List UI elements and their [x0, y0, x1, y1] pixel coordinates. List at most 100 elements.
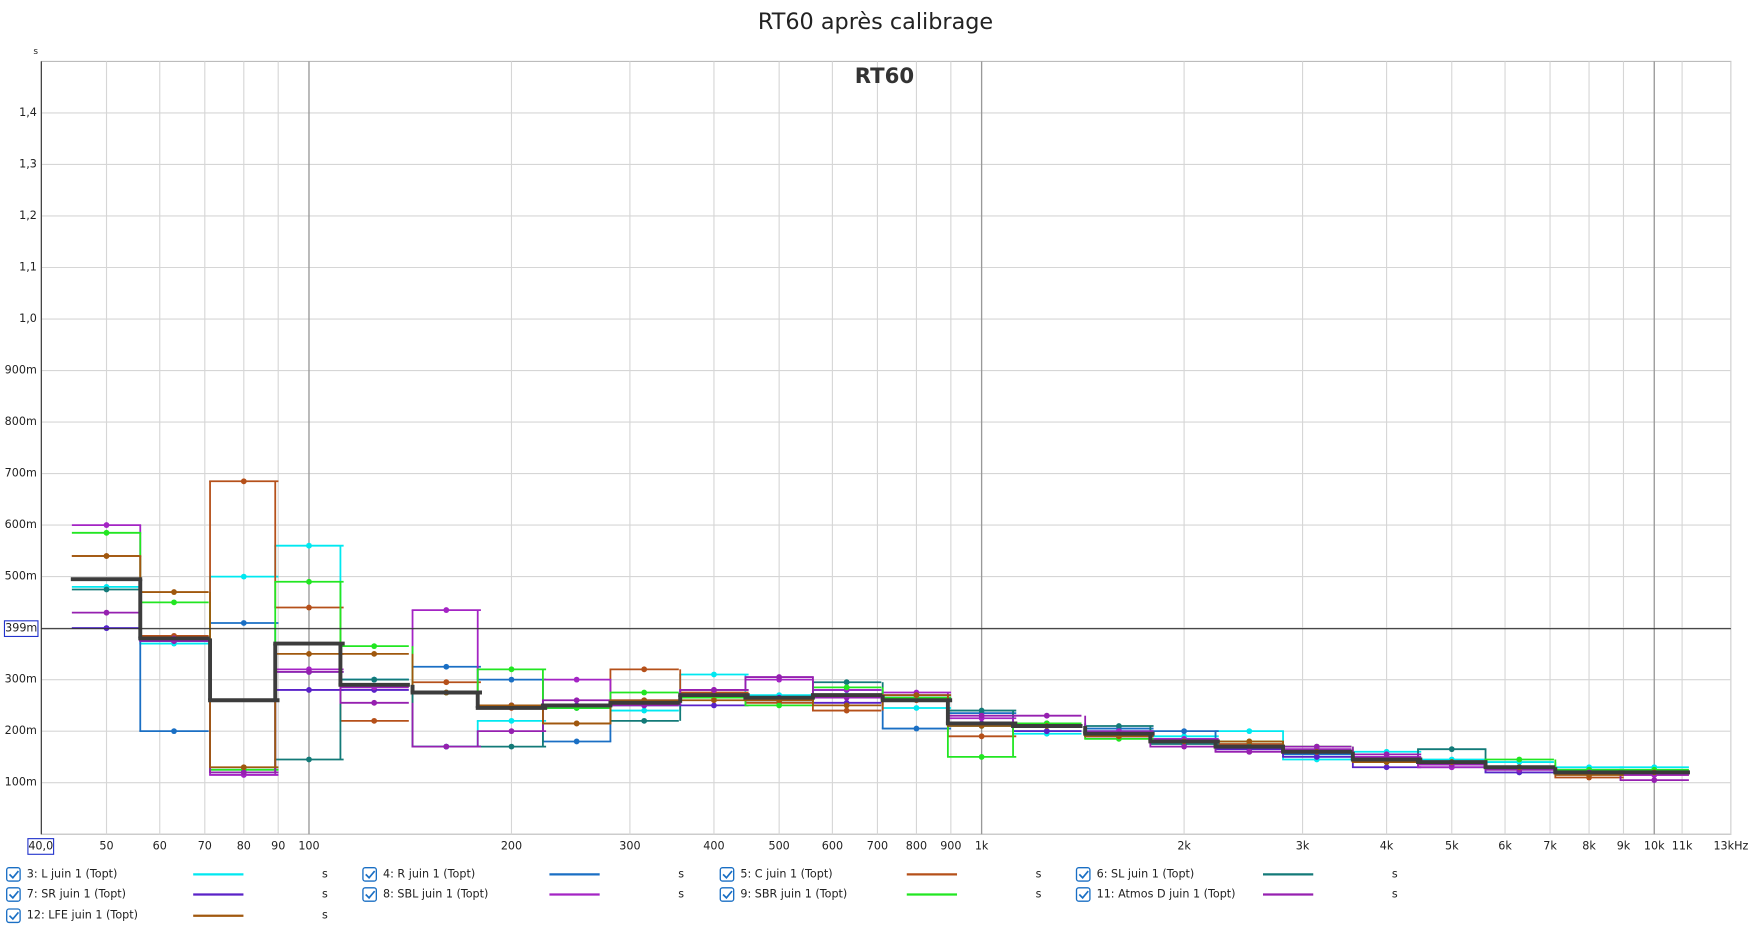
- cursor-label: 399m: [5, 622, 37, 635]
- checkbox: [6, 908, 21, 924]
- marker: [306, 756, 312, 763]
- marker: [443, 743, 450, 750]
- marker: [306, 542, 312, 549]
- legend-label: 6: SL juin 1 (Topt): [1097, 867, 1195, 880]
- marker: [508, 728, 515, 735]
- checkbox: [362, 887, 378, 902]
- legend-label: 5: C juin 1 (Topt): [740, 867, 832, 880]
- x-tick-label: 2k: [1177, 839, 1191, 852]
- marker: [1116, 723, 1122, 729]
- marker: [103, 553, 110, 559]
- checkmark: [1078, 870, 1089, 879]
- marker: [913, 725, 920, 732]
- x-tick-label: 200: [501, 839, 522, 852]
- checkbox: [1075, 887, 1091, 902]
- marker: [1313, 743, 1320, 750]
- legend-unit: s: [678, 867, 684, 880]
- x-tick-label: 300: [619, 839, 640, 852]
- marker: [240, 573, 247, 580]
- checkmark: [1078, 890, 1089, 900]
- legend-item: 12: LFE juin 1 (Topt) s: [6, 908, 328, 924]
- marker: [1448, 746, 1455, 753]
- marker: [508, 743, 515, 750]
- x-tick-label: 900: [940, 839, 961, 852]
- legend-unit: s: [1036, 887, 1042, 900]
- y-tick-label: 1,4: [19, 106, 37, 119]
- legend-label: 3: L juin 1 (Topt): [27, 867, 118, 880]
- x-tick-label: 8k: [1582, 839, 1596, 852]
- marker: [306, 604, 312, 611]
- checkbox: [1075, 867, 1091, 882]
- x-tick-label: 800: [906, 839, 927, 852]
- x-tick-label: 100: [298, 839, 319, 852]
- marker: [371, 650, 378, 657]
- marker: [843, 707, 850, 714]
- legend-unit: s: [1392, 887, 1398, 900]
- marker: [913, 692, 920, 698]
- marker: [371, 699, 378, 706]
- cursor-label: 40,0: [28, 839, 53, 852]
- marker: [371, 643, 378, 650]
- legend-item: 11: Atmos D juin 1 (Topt) s: [1075, 887, 1398, 902]
- marker: [711, 697, 717, 704]
- marker: [1043, 728, 1050, 735]
- legend-item: 4: R juin 1 (Topt) s: [362, 867, 684, 882]
- legend-label: 9: SBR juin 1 (Topt): [740, 887, 847, 900]
- marker: [508, 666, 515, 673]
- marker: [371, 676, 378, 683]
- x-tick-label: 500: [768, 839, 789, 852]
- cursor-box: [27, 838, 55, 855]
- checkmark: [8, 890, 20, 900]
- marker: [306, 578, 312, 585]
- marker: [508, 717, 515, 724]
- x-tick-label: 700: [867, 839, 888, 852]
- marker: [1383, 764, 1390, 771]
- marker: [843, 684, 850, 691]
- legend-unit: s: [322, 909, 328, 922]
- marker: [240, 478, 247, 485]
- plot-label: RT60: [855, 64, 914, 89]
- series: [70, 577, 1690, 775]
- legend-label: 4: R juin 1 (Topt): [383, 867, 475, 880]
- marker: [711, 671, 717, 678]
- x-tick-label: 60: [153, 839, 167, 852]
- marker: [641, 689, 648, 696]
- x-tick-label: 3k: [1296, 839, 1310, 852]
- legend-unit: s: [322, 887, 328, 900]
- marker: [978, 707, 985, 714]
- marker: [1313, 754, 1320, 760]
- cursor-box: [3, 620, 39, 638]
- legend-item: 7: SR juin 1 (Topt) s: [6, 887, 328, 902]
- marker: [1043, 712, 1050, 719]
- y-tick-label: 300m: [5, 673, 37, 686]
- legend-unit: s: [322, 867, 328, 880]
- x-tick-label: 7k: [1543, 839, 1557, 852]
- y-tick-label: 800m: [5, 415, 37, 428]
- marker: [1181, 743, 1188, 750]
- legend-item: 3: L juin 1 (Topt) s: [6, 867, 328, 882]
- marker: [240, 620, 247, 626]
- marker: [1383, 751, 1390, 758]
- x-tick-label: 13kHz: [1713, 839, 1748, 852]
- legend-item: 5: C juin 1 (Topt) s: [719, 867, 1042, 882]
- marker: [371, 717, 378, 724]
- x-tick-label: 70: [198, 839, 212, 852]
- marker: [240, 764, 247, 771]
- marker: [711, 687, 717, 693]
- marker: [103, 529, 110, 536]
- legend-item: 8: SBL juin 1 (Topt) s: [362, 887, 684, 902]
- x-tick-label: 1k: [975, 839, 989, 852]
- legend-unit: s: [1392, 867, 1398, 880]
- marker: [573, 720, 580, 727]
- marker: [711, 702, 717, 709]
- marker: [1246, 728, 1253, 735]
- x-tick-label: 10k: [1644, 839, 1665, 852]
- marker: [103, 586, 110, 593]
- checkbox: [362, 867, 378, 882]
- marker: [641, 717, 648, 724]
- marker: [443, 607, 450, 613]
- y-tick-label: 1,3: [19, 157, 37, 170]
- marker: [306, 650, 312, 657]
- marker: [171, 589, 177, 595]
